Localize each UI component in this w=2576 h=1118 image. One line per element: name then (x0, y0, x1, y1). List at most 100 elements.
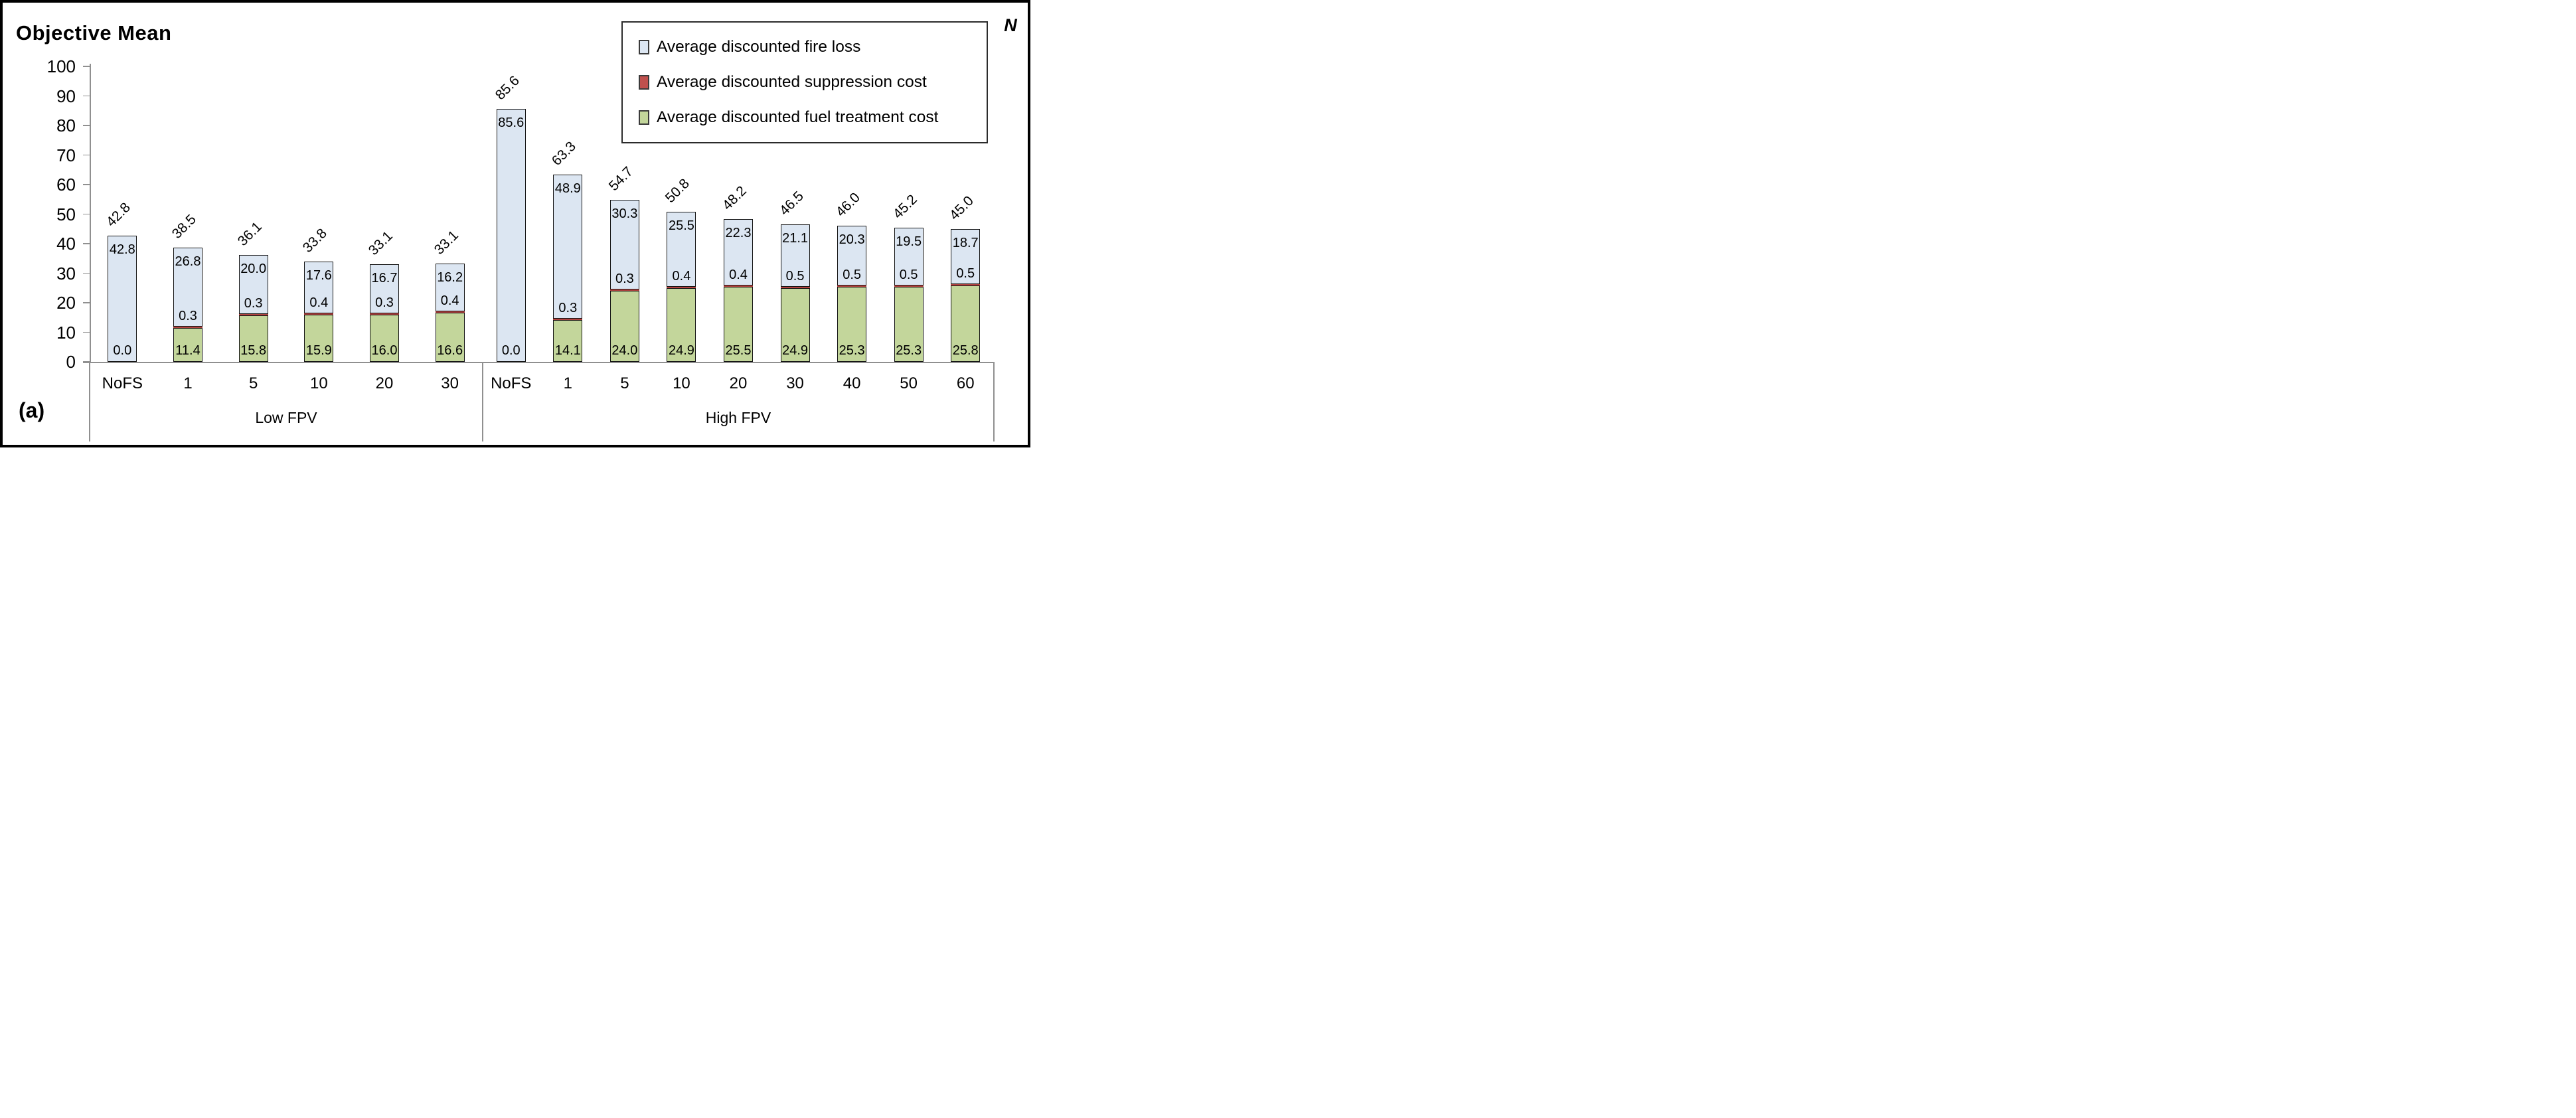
suppression-segment (667, 287, 696, 289)
legend-item-fire_loss: Average discounted fire loss (639, 38, 981, 56)
suppression-segment (724, 285, 753, 287)
fire-loss-value-label: 26.8 (175, 254, 201, 270)
total-value-label: 63.3 (549, 138, 580, 169)
y-tick-mark (83, 213, 90, 215)
fuel-treatment-value-label: 25.3 (839, 343, 865, 358)
bar-low-fpv-1: 26.8 0.3 11.4 (173, 248, 202, 362)
fuel-treatment-value-label: 16.6 (437, 343, 463, 358)
fuel-treatment-value-label: 25.8 (952, 343, 979, 358)
total-value-label: 85.6 (492, 72, 523, 104)
suppression-value-label: 0.3 (375, 295, 394, 310)
legend-item-fuel_treatment: Average discounted fuel treatment cost (639, 108, 981, 127)
fire-loss-segment (780, 224, 810, 287)
total-value-label: 38.5 (169, 211, 199, 242)
fire-loss-value-label: 17.6 (305, 268, 332, 283)
fire-loss-segment (553, 174, 583, 319)
category-label: 20 (375, 374, 394, 392)
y-tick-mark (83, 66, 90, 67)
suppression-value-label: 0.3 (244, 295, 263, 311)
legend: Average discounted fire loss Average disc… (621, 21, 988, 143)
y-tick-label: 90 (56, 86, 76, 106)
suppression-value-label: 0.5 (843, 268, 862, 283)
y-axis-line (90, 64, 91, 362)
fire-loss-segment (370, 264, 399, 313)
category-label: 30 (441, 374, 459, 392)
legend-label: Average discounted suppression cost (657, 72, 927, 91)
y-tick-mark (83, 302, 90, 303)
group-label: High FPV (705, 409, 771, 426)
suppression-segment (173, 327, 202, 329)
y-tick-mark (83, 95, 90, 97)
fuel-treatment-value-label: 16.0 (371, 343, 398, 358)
bar-low-fpv-10: 17.6 0.4 15.9 (304, 261, 334, 362)
suppression-segment (609, 289, 639, 291)
category-label: 5 (248, 374, 258, 392)
fire-loss-value-label: 16.2 (437, 270, 463, 285)
total-value-label: 33.1 (365, 228, 396, 258)
fuel-treatment-value-label: 0.0 (113, 343, 132, 358)
y-tick-label: 10 (56, 322, 76, 343)
total-value-label: 36.1 (234, 218, 265, 249)
fuel-treatment-segment (370, 314, 399, 362)
fuel-treatment-segment (780, 288, 810, 362)
fuel_treatment-swatch (639, 110, 649, 125)
total-value-label: 42.8 (104, 199, 134, 230)
fire-loss-value-label: 21.1 (782, 231, 809, 246)
bar-high-fpv-NoFS: 85.6 0.0 (496, 109, 526, 362)
suppression-value-label: 0.4 (309, 295, 329, 311)
total-value-label: 54.7 (605, 164, 636, 195)
bar-high-fpv-40: 20.3 0.5 25.3 (837, 225, 867, 362)
plot-area: 0 10 20 30 40 50 60 70 80 90 100 42.8 0.0 42.8 26.8 0.3… (3, 3, 1028, 370)
legend-item-suppression: Average discounted suppression cost (639, 73, 981, 92)
fuel-treatment-segment (667, 288, 696, 362)
chart-title: Objective Mean (16, 21, 172, 44)
fire-loss-value-label: 20.0 (240, 261, 267, 276)
y-tick-mark (83, 184, 90, 185)
x-axis-baseline (83, 362, 994, 363)
y-tick-label: 0 (66, 352, 76, 372)
category-label: 20 (729, 374, 748, 392)
suppression-value-label: 0.4 (440, 293, 459, 309)
y-tick-label: 30 (56, 263, 76, 283)
suppression-value-label: 0.3 (615, 272, 634, 287)
fire-loss-segment (496, 109, 526, 362)
fire-loss-value-label: 16.7 (371, 270, 398, 285)
y-tick-label: 80 (56, 116, 76, 135)
fire-loss-segment (609, 200, 639, 290)
category-label: 5 (620, 374, 629, 392)
y-tick-mark (83, 154, 90, 156)
fuel-treatment-value-label: 24.9 (782, 343, 809, 358)
bar-low-fpv-NoFS: 42.8 0.0 (108, 235, 137, 362)
suppression-value-label: 0.4 (729, 267, 748, 282)
suppression-value-label: 0.3 (179, 309, 197, 324)
fuel-treatment-segment (435, 313, 465, 362)
fire-loss-segment (724, 219, 753, 285)
x-axis-unit-label: N (1004, 15, 1017, 35)
fuel-treatment-value-label: 11.4 (175, 343, 201, 358)
fuel-treatment-value-label: 25.5 (725, 343, 752, 358)
bar-high-fpv-1: 48.9 0.3 14.1 (553, 174, 583, 362)
fuel-treatment-segment (894, 287, 924, 362)
y-tick-mark (83, 331, 90, 333)
y-tick-mark (83, 125, 90, 126)
fuel-treatment-value-label: 24.9 (668, 343, 694, 358)
fire-loss-segment (951, 228, 981, 284)
suppression-segment (951, 283, 981, 286)
fuel-treatment-value-label: 14.1 (554, 343, 581, 358)
category-divider-line (89, 362, 90, 441)
legend-label: Average discounted fire loss (657, 37, 861, 56)
fire-loss-segment (173, 248, 202, 327)
total-value-label: 48.2 (719, 183, 750, 214)
fuel-treatment-value-label: 25.3 (896, 343, 922, 358)
y-tick-label: 60 (56, 175, 76, 195)
suppression-value-label: 0.4 (672, 269, 691, 284)
bar-high-fpv-50: 19.5 0.5 25.3 (894, 228, 924, 362)
y-tick-label: 20 (56, 293, 76, 313)
y-tick-label: 100 (46, 56, 76, 76)
category-divider-line (482, 362, 483, 441)
fire-loss-value-label: 30.3 (611, 206, 638, 222)
legend-label: Average discounted fuel treatment cost (657, 108, 939, 127)
total-value-label: 46.5 (776, 188, 807, 219)
suppression-segment (304, 313, 334, 315)
fuel-treatment-value-label: 24.0 (611, 343, 638, 358)
